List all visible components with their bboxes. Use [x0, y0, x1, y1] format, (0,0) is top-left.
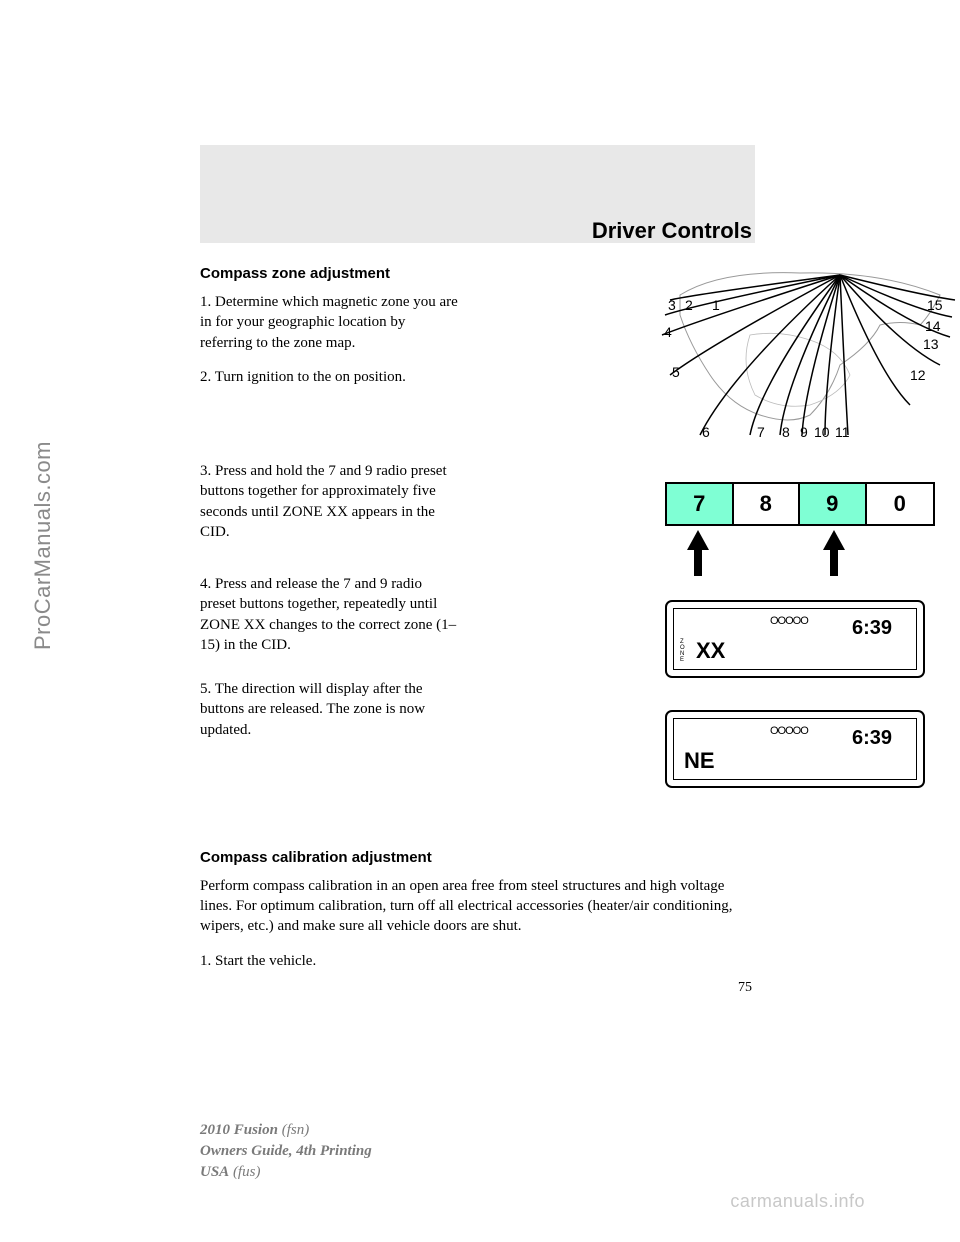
preset-0: 0	[867, 484, 933, 524]
step-4: 4. Press and release the 7 and 9 radio p…	[200, 574, 460, 655]
step-3: 3. Press and hold the 7 and 9 radio pres…	[200, 461, 460, 542]
footer-region: USA	[200, 1164, 229, 1180]
preset-buttons-figure: 7 8 9 0	[665, 482, 935, 577]
cid-display-xx: OOOOO 6:39 ZONE XX	[665, 600, 937, 685]
svg-text:1: 1	[712, 297, 720, 313]
svg-text:12: 12	[910, 367, 926, 383]
footer-guide: Owners Guide, 4th Printing	[200, 1143, 372, 1159]
svg-text:8: 8	[782, 424, 790, 440]
sidebar-brand: ProCarManuals.com	[30, 441, 56, 650]
cid-time: 6:39	[852, 727, 892, 750]
calib-step-1: 1. Start the vehicle.	[200, 951, 755, 971]
step-2: 2. Turn ignition to the on position.	[200, 367, 460, 387]
svg-text:9: 9	[800, 424, 808, 440]
subtitle-compass-calib: Compass calibration adjustment	[200, 849, 755, 866]
footer-model-code: (fsn)	[278, 1122, 309, 1138]
cid-dots: OOOOO	[770, 725, 808, 737]
watermark: carmanuals.info	[730, 1191, 865, 1212]
preset-9: 9	[800, 484, 867, 524]
preset-7: 7	[667, 484, 734, 524]
step-5: 5. The direction will display after the …	[200, 679, 460, 740]
svg-text:13: 13	[923, 336, 939, 352]
calib-paragraph: Perform compass calibration in an open a…	[200, 876, 755, 937]
arrow-icon	[823, 530, 845, 550]
cid-main-text: NE	[684, 748, 715, 774]
preset-8: 8	[734, 484, 801, 524]
footer: 2010 Fusion (fsn) Owners Guide, 4th Prin…	[200, 1120, 372, 1183]
page-number: 75	[738, 980, 752, 996]
cid-time: 6:39	[852, 617, 892, 640]
svg-text:3: 3	[668, 297, 676, 313]
svg-text:11: 11	[835, 424, 850, 440]
svg-text:15: 15	[927, 297, 943, 313]
arrow-stem	[694, 548, 702, 576]
svg-text:5: 5	[672, 364, 680, 380]
arrow-stem	[830, 548, 838, 576]
svg-text:6: 6	[702, 424, 710, 440]
cid-dots: OOOOO	[770, 615, 808, 627]
page-content: Compass zone adjustment 1. Determine whi…	[200, 265, 755, 985]
svg-text:2: 2	[685, 297, 693, 313]
cid-display-ne: OOOOO 6:39 NE	[665, 710, 937, 795]
arrow-icon	[687, 530, 709, 550]
footer-region-code: (fus)	[229, 1164, 260, 1180]
section-title: Driver Controls	[592, 218, 752, 244]
cid-main-text: XX	[696, 638, 725, 664]
svg-text:10: 10	[814, 424, 830, 440]
svg-text:4: 4	[664, 324, 672, 340]
cid-zone-label: ZONE	[680, 639, 685, 663]
zone-map-figure: 1 2 3 4 5 6 7 8 9 10 11 12 13 14 15	[640, 265, 960, 445]
svg-text:7: 7	[757, 424, 765, 440]
footer-model: 2010 Fusion	[200, 1122, 278, 1138]
step-1: 1. Determine which magnetic zone you are…	[200, 292, 460, 353]
svg-text:14: 14	[925, 318, 941, 334]
